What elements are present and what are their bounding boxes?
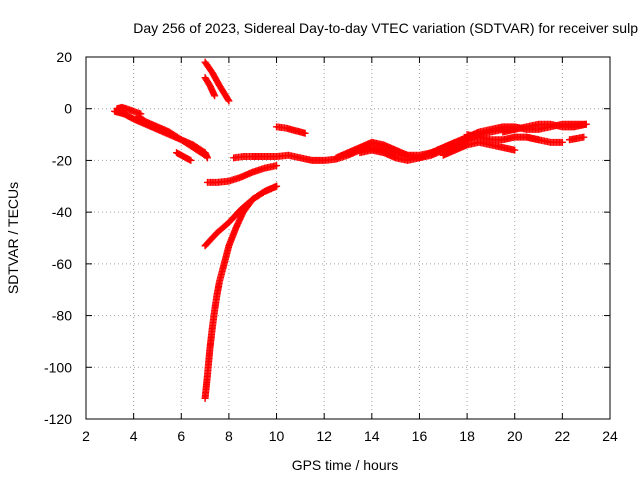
data-point [273,182,281,190]
y-tick-label: -80 [52,308,72,324]
y-tick-label: -20 [52,152,72,168]
y-tick-label: -40 [52,204,72,220]
x-tick-label: 18 [459,428,475,444]
data-layer [111,58,590,402]
data-point [511,146,519,154]
data-point [301,129,309,137]
y-tick-label: 0 [64,101,72,117]
x-tick-label: 8 [225,428,233,444]
y-tick-label: -120 [44,411,72,427]
series-arc-6 [203,162,281,186]
data-point [273,162,281,170]
series-arc-2 [134,112,209,159]
x-tick-label: 10 [269,428,285,444]
y-tick-label: -100 [44,359,72,375]
chart-title: Day 256 of 2023, Sidereal Day-to-day VTE… [133,20,638,36]
plot-frame [85,56,611,420]
x-tick-label: 14 [364,428,380,444]
data-point [187,156,195,164]
x-tick-label: 4 [130,428,138,444]
series-arc-5 [201,74,219,100]
data-point [580,133,588,141]
series-arc-3 [173,149,195,164]
series-arc-1b [113,103,145,118]
y-tick-label: 20 [56,49,72,65]
x-tick-label: 6 [177,428,185,444]
data-point [211,92,219,100]
series-arc-13 [439,138,519,159]
series-arc-8 [201,182,281,402]
x-tick-label: 2 [82,428,90,444]
series-arc-10 [273,123,309,137]
x-axis-label: GPS time / hours [292,457,399,473]
x-tick-label: 24 [602,428,618,444]
x-tick-label: 22 [555,428,571,444]
data-point [201,151,209,159]
data-point [558,138,566,146]
data-point [224,96,232,104]
data-point [225,97,233,105]
y-tick-label: -60 [52,256,72,272]
series-arc-15 [499,120,590,136]
x-tick-label: 16 [412,428,428,444]
y-axis-label: SDTVAR / TECUs [5,182,21,294]
series-arc-16 [523,133,566,146]
series-arc-1 [111,107,211,162]
x-tick-label: 20 [507,428,523,444]
series-arc-17 [566,133,588,144]
tick-layer: 2 4 6 8 10 12 14 16 18 20 22 24200-20-40-60-80-100-… [44,49,618,444]
data-point [200,150,208,158]
series-arc-4 [201,58,233,105]
data-point [582,120,590,128]
x-tick-label: 12 [316,428,332,444]
grid-layer [86,57,610,419]
